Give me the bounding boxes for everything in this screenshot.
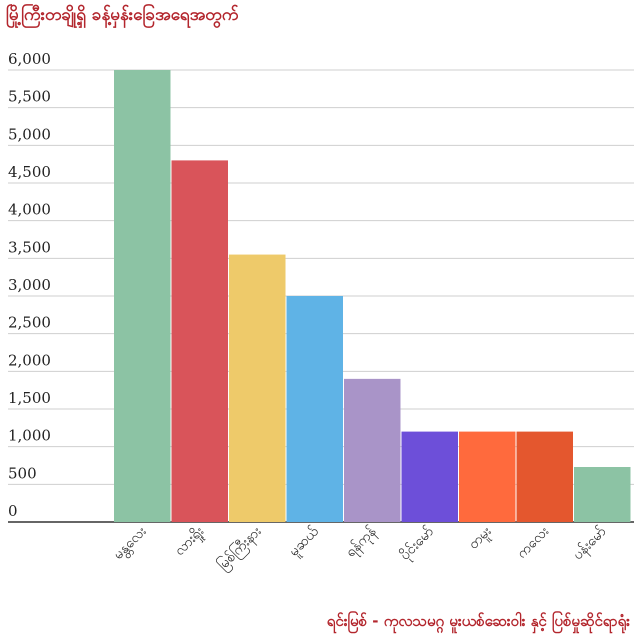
x-tick-label: မြစ်ကြီးနား (214, 522, 266, 574)
bars (114, 70, 631, 523)
y-tick-label: 2,000 (8, 351, 51, 369)
y-tick-label: 6,000 (8, 50, 51, 68)
x-tick-label: လားရှိုး (172, 523, 209, 560)
x-tick-label: ပန်းမော် (570, 524, 611, 565)
bar (574, 467, 631, 522)
y-tick-label: 5,500 (8, 88, 51, 106)
y-axis-ticks: 0 500 1,000 1,500 2,000 2,500 3,000 3,500 4,000 4… (8, 50, 51, 520)
y-tick-label: 1,500 (8, 389, 51, 407)
x-tick-label: မူဆယ် (286, 523, 324, 561)
bar (229, 254, 286, 523)
y-tick-label: 4,500 (8, 163, 51, 181)
x-tick-label: ကလေး (514, 523, 552, 561)
bar (171, 160, 228, 522)
bar (459, 431, 516, 522)
source-note: ရင်းမြစ် - ကုလသမဂ္ဂ မူးယစ်ဆေးဝါး နှင့် ပ… (326, 612, 630, 630)
y-tick-label: 3,500 (8, 238, 51, 256)
bar (344, 378, 401, 522)
bar (114, 70, 171, 522)
y-tick-label: 4,000 (8, 201, 51, 219)
bar (286, 296, 343, 522)
x-axis-labels: မန္တလေး လားရှိုး မြစ်ကြီးနား မူဆယ် ရန်ကုန် ပိ… (110, 522, 611, 574)
x-tick-label: မန္တလေး (110, 523, 151, 564)
x-tick-label: ပိုင်းမော် (397, 524, 438, 565)
x-tick-label: တမူး (465, 523, 496, 554)
x-tick-label: ရန်ကုန် (343, 524, 381, 562)
y-tick-label: 3,000 (8, 276, 51, 294)
bar (516, 431, 573, 522)
y-tick-label: 5,000 (8, 125, 51, 143)
chart-title: မြို့ကြီးတချို့ရှိ ခန့်မှန်းခြေအရေအတွက် (6, 5, 239, 25)
y-tick-label: 1,000 (8, 427, 51, 445)
y-tick-label: 500 (8, 464, 37, 482)
y-tick-label: 0 (8, 502, 18, 520)
y-tick-label: 2,500 (8, 314, 51, 332)
bar (401, 431, 458, 522)
